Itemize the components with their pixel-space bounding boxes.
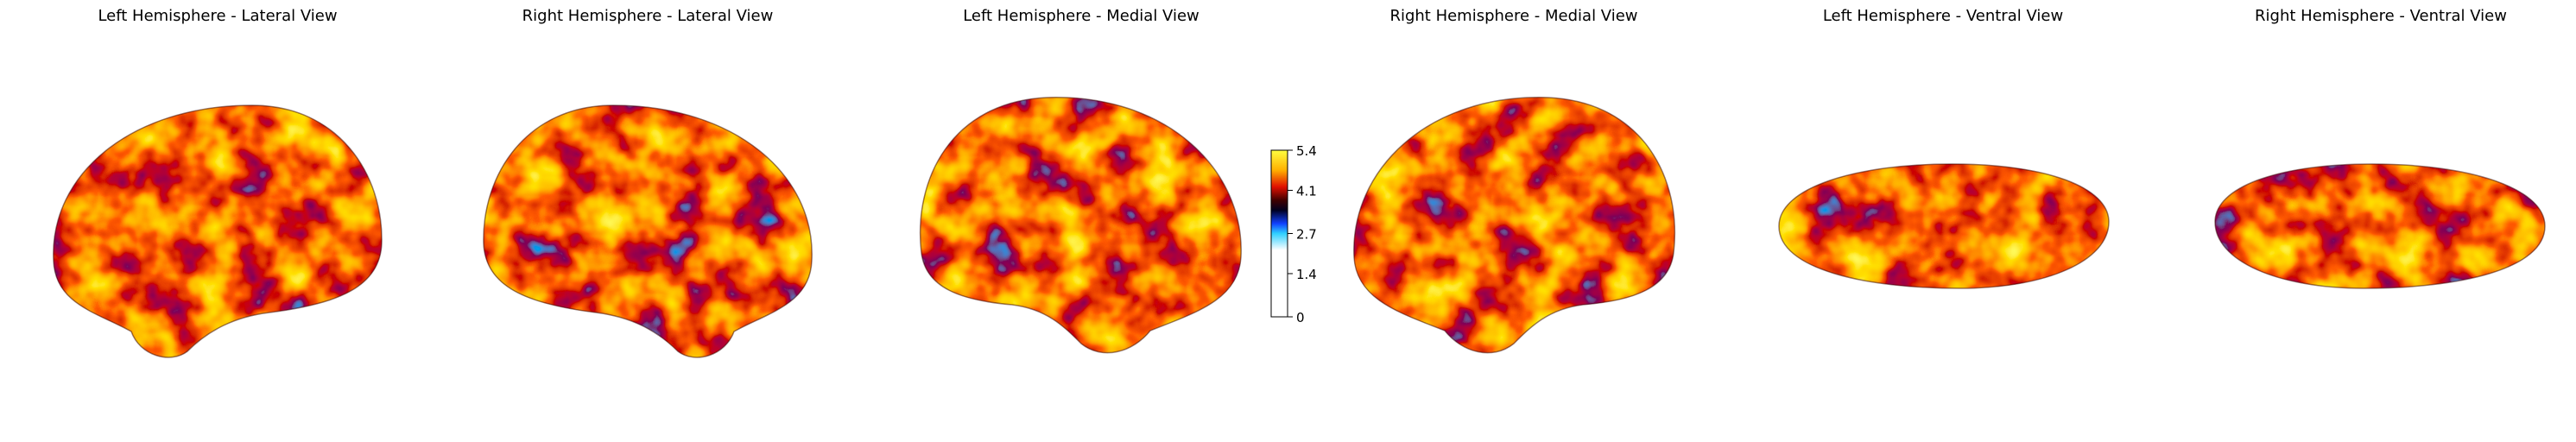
brain-outline xyxy=(53,104,383,358)
colorbar-tick-label: 1.4 xyxy=(1296,267,1317,282)
brain-surface xyxy=(2215,164,2545,288)
brain-outline xyxy=(2214,163,2546,289)
colorbar-tick-label: 0 xyxy=(1296,310,1305,325)
panel-title: Left Hemisphere - Medial View xyxy=(963,7,1199,25)
panel-title: Left Hemisphere - Ventral View xyxy=(1823,7,2063,25)
panel-title: Right Hemisphere - Lateral View xyxy=(522,7,774,25)
brain-outline xyxy=(483,104,813,358)
brain-surface xyxy=(53,105,383,357)
colorbar-tick-label: 4.1 xyxy=(1296,183,1317,199)
colorbar-tick-label: 2.7 xyxy=(1296,227,1317,243)
panel-title: Left Hemisphere - Lateral View xyxy=(98,7,337,25)
panel-title: Right Hemisphere - Ventral View xyxy=(2255,7,2507,25)
brain-outline xyxy=(919,97,1242,354)
panel-title: Right Hemisphere - Medial View xyxy=(1389,7,1637,25)
colorbar xyxy=(1270,149,1288,318)
brain-surface xyxy=(1779,164,2109,288)
brain-surface xyxy=(1353,97,1675,353)
brain-surface xyxy=(483,105,813,357)
brain-outline xyxy=(1353,97,1676,354)
brain-outline xyxy=(1778,163,2110,289)
brain-surface xyxy=(920,97,1242,353)
colorbar-tick-label: 5.4 xyxy=(1296,143,1317,159)
